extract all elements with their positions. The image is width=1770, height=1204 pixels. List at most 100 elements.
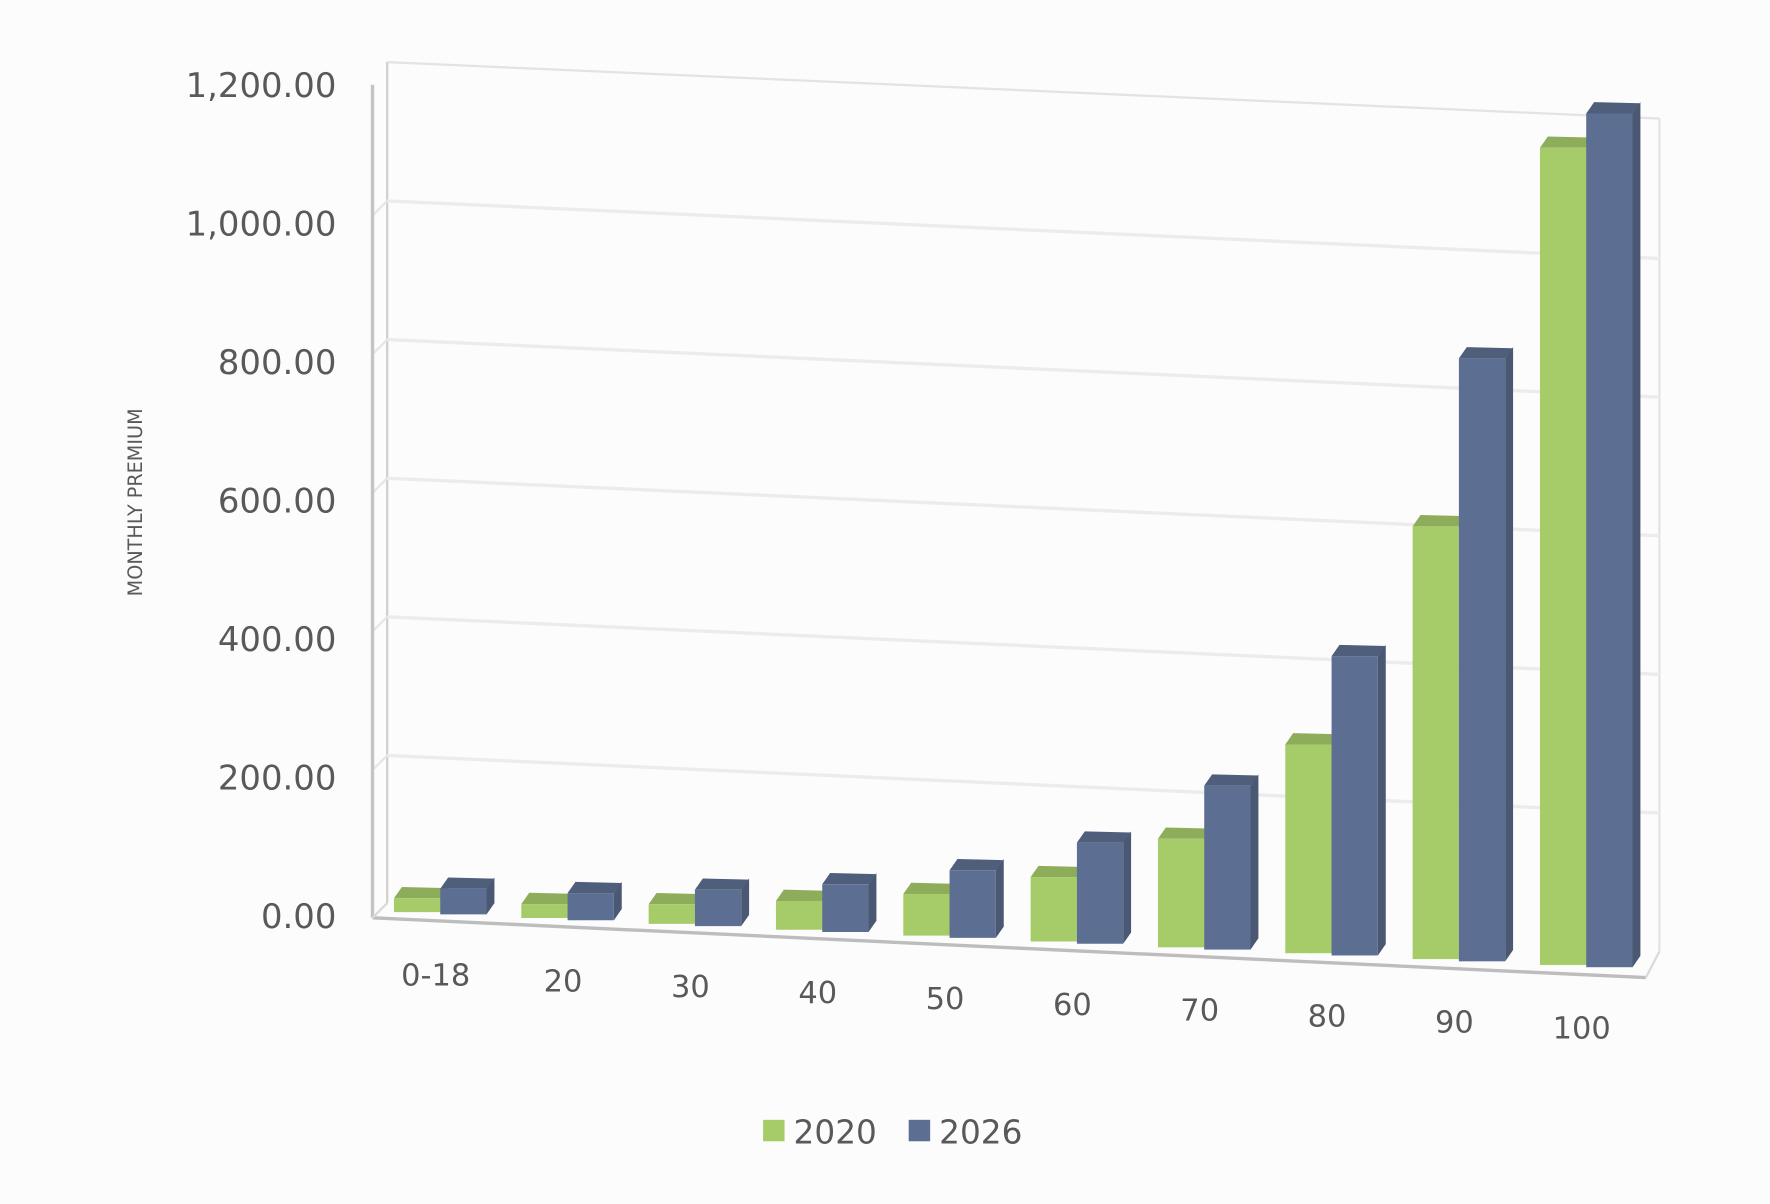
bar-2020-50 (903, 882, 958, 936)
bar-front (775, 900, 823, 930)
bar-front (1458, 358, 1506, 962)
bar-2020-70 (1157, 827, 1213, 948)
bar-side (1123, 831, 1132, 944)
bar-front (1586, 113, 1633, 968)
x-tick-label: 60 (1053, 988, 1092, 1023)
bar-front (949, 870, 996, 938)
bar-front (822, 884, 869, 932)
x-tick-label: 0-18 (401, 958, 470, 993)
bar-top (648, 893, 703, 905)
y-tick-labels: 0.00 200.00 400.00 600.00 800.00 1,000.00 1,20… (186, 66, 337, 936)
bar-side (1250, 774, 1259, 950)
x-tick-label: 70 (1180, 994, 1219, 1029)
gridline (387, 337, 1660, 399)
bar-top (521, 892, 576, 905)
bar-2026-80 (1331, 644, 1386, 956)
bar-2026-60 (1076, 831, 1132, 944)
bar-2020-100 (1539, 136, 1595, 965)
legend-label-2020: 2020 (794, 1114, 877, 1152)
x-tick-label: 100 (1553, 1011, 1611, 1046)
bar-top (775, 889, 831, 901)
bar-front (1331, 656, 1378, 956)
bar-top (1076, 831, 1132, 843)
bar-front (1412, 526, 1459, 960)
y-tick-label: 1,200.00 (186, 66, 337, 105)
bar-top (949, 858, 1004, 871)
bar-front (1539, 147, 1587, 965)
bar-2020-0-18 (393, 886, 449, 913)
bar-2020-40 (775, 889, 831, 930)
bar-front (393, 898, 441, 913)
bar-2020-60 (1030, 865, 1085, 942)
bar-top (1412, 515, 1467, 527)
gridline-tick (371, 754, 388, 771)
bar-top (1285, 733, 1340, 745)
bar-top (393, 886, 449, 899)
gridline (387, 199, 1660, 261)
x-tick-label: 40 (798, 976, 837, 1011)
bar-front (440, 888, 487, 915)
bar-2020-30 (648, 893, 703, 924)
bar-side (1632, 102, 1641, 968)
bar-side (995, 858, 1004, 938)
bar-top (1539, 136, 1595, 148)
bars (393, 102, 1641, 968)
bar-front (648, 904, 695, 924)
bar-side (1505, 347, 1514, 962)
bar-top (567, 881, 622, 894)
bar-front (694, 889, 742, 927)
bar-front (1076, 842, 1124, 944)
y-tick-label: 400.00 (218, 620, 336, 659)
bar-top (1157, 827, 1213, 839)
gridline-tick (371, 616, 388, 633)
bar-2020-80 (1285, 733, 1340, 954)
gridline-tick (371, 477, 388, 494)
x-tick-label: 50 (926, 982, 965, 1017)
bar-2026-40 (822, 873, 877, 932)
bar-top (822, 873, 877, 885)
legend-swatch-2020 (763, 1119, 785, 1142)
bar-2026-90 (1458, 347, 1514, 962)
bar-2026-30 (694, 878, 750, 927)
x-tick-label: 20 (544, 964, 583, 999)
bar-side (741, 878, 750, 927)
bar-2020-90 (1412, 515, 1467, 960)
y-tick-label: 800.00 (218, 343, 336, 382)
y-tick-label: 600.00 (218, 481, 336, 520)
bar-side (868, 873, 877, 932)
bar-2026-50 (949, 858, 1004, 938)
bar-side (613, 881, 622, 921)
bar-front (1285, 744, 1332, 954)
y-tick-label: 200.00 (218, 758, 336, 797)
x-tick-label: 30 (671, 970, 710, 1005)
bar-front (567, 893, 614, 921)
bar-2026-0-18 (440, 877, 495, 915)
bar-top (1586, 102, 1641, 114)
bar-2020-20 (521, 892, 576, 918)
gridline-tick (371, 338, 388, 356)
legend-swatch-2026 (908, 1119, 931, 1142)
x-tick-label: 90 (1435, 1005, 1474, 1040)
legend: 2020 2026 (763, 1114, 1022, 1152)
legend-label-2026: 2026 (939, 1114, 1022, 1152)
bar-side (486, 877, 495, 915)
x-tick-label: 80 (1308, 1000, 1347, 1035)
y-tick-label: 0.00 (261, 897, 336, 936)
bar-top (1204, 774, 1259, 786)
bar-front (521, 904, 568, 918)
y-axis-title: MONTHLY PREMIUM (124, 408, 147, 596)
bar-front (1204, 785, 1251, 950)
gridline-tick (371, 200, 388, 217)
bar-top (903, 882, 958, 895)
bar-top (1458, 347, 1514, 359)
bar-top (694, 878, 750, 890)
bar-top (1030, 865, 1085, 878)
bar-top (1331, 644, 1386, 657)
bar-front (903, 894, 950, 936)
bar-front (1157, 838, 1205, 948)
bar-front (1030, 877, 1077, 942)
bar-2026-20 (567, 881, 622, 921)
x-tick-labels: 0-18 20 30 40 50 60 70 80 90 100 (401, 958, 1611, 1046)
axes (370, 84, 1661, 980)
